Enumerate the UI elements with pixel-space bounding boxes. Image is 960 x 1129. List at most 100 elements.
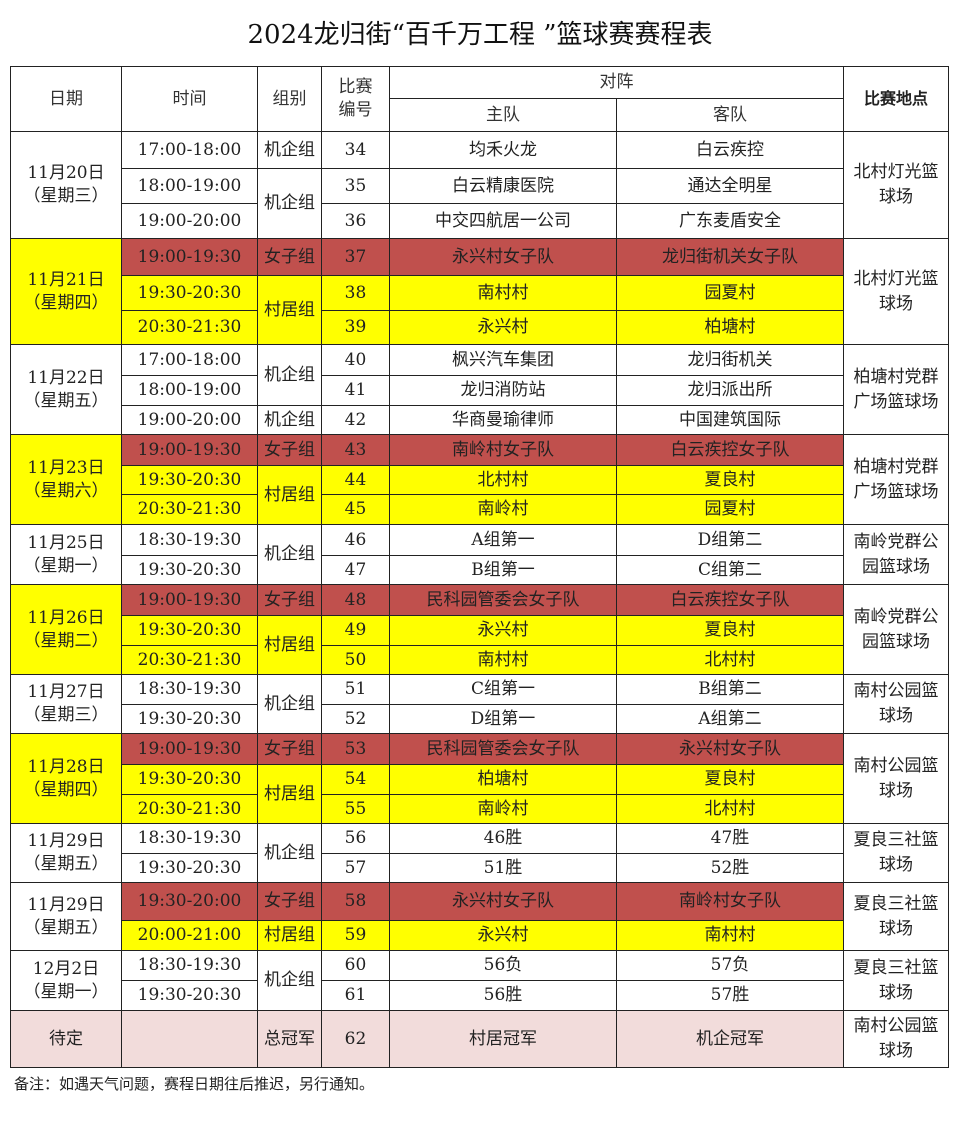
time-cell: 17:00-18:00 xyxy=(121,344,258,376)
home-team-cell: 村居冠军 xyxy=(389,1010,617,1068)
match-no-cell: 38 xyxy=(321,275,390,311)
away-team-cell: 龙归街机关女子队 xyxy=(616,238,844,276)
away-team-cell: 通达全明星 xyxy=(616,168,844,204)
match-row: 20:30-21:30 39 永兴村 柏塘村 xyxy=(11,310,949,345)
footnote: 备注：如遇天气问题，赛程日期往后推迟，另行通知。 xyxy=(14,1075,375,1093)
home-team-cell: 56胜 xyxy=(389,980,617,1011)
home-team-cell: 永兴村女子队 xyxy=(389,238,617,276)
venue-cell: 柏塘村党群广场篮球场 xyxy=(843,434,949,525)
venue-cell: 北村灯光篮球场 xyxy=(843,238,949,345)
match-row: 20:30-21:30 45 南岭村 园夏村 xyxy=(11,494,949,525)
date-cell: 11月20日 （星期三） xyxy=(10,131,122,239)
home-team-cell: D组第一 xyxy=(389,704,617,734)
date: 11月26日 xyxy=(27,607,105,628)
home-team-cell: 永兴村 xyxy=(389,310,617,345)
date: 12月2日 xyxy=(32,958,100,979)
time-cell: 19:00-19:30 xyxy=(121,238,258,276)
match-row: 19:30-20:30 村居组 38 南村村 园夏村 xyxy=(11,275,949,345)
venue-cell: 南村公园篮球场 xyxy=(843,1010,949,1068)
away-team-cell: 52胜 xyxy=(616,853,844,883)
away-team-cell: 广东麦盾安全 xyxy=(616,203,844,239)
header-match-no: 比赛编号 xyxy=(321,66,390,132)
venue-cell: 夏良三社篮球场 xyxy=(843,882,949,951)
match-row: 11月26日 （星期二） 19:00-19:30 女子组 48 民科园管委会女子队 白云疾控… xyxy=(10,584,949,675)
home-team-cell: 南岭村 xyxy=(389,494,617,525)
match-row: 11月27日 （星期三） 18:30-19:30 机企组 51 C组第一 B组第二 南村公园篮… xyxy=(10,674,949,734)
home-team-cell: 56负 xyxy=(389,950,617,981)
match-no-cell: 53 xyxy=(321,733,390,765)
home-team-cell: C组第一 xyxy=(389,674,617,705)
weekday: （星期一） xyxy=(23,555,109,576)
header-subrow: 主队 客队 xyxy=(11,98,949,132)
away-team-cell: 中国建筑国际 xyxy=(616,405,844,435)
home-team-cell: 北村村 xyxy=(389,465,617,495)
home-team-cell: B组第一 xyxy=(389,555,617,585)
header-home: 主队 xyxy=(389,98,617,132)
home-team-cell: 中交四航居一公司 xyxy=(389,203,617,239)
page-title: 2024龙归街“百千万工程 ”篮球赛赛程表 xyxy=(247,20,713,50)
header-date: 日期 xyxy=(10,66,122,132)
away-team-cell: 南岭村女子队 xyxy=(616,882,844,921)
group-cell: 女子组 xyxy=(257,733,322,765)
weekday: （星期五） xyxy=(23,917,109,938)
weekday: （星期三） xyxy=(23,705,109,725)
time-cell: 19:30-20:30 xyxy=(121,555,258,585)
time-cell: 19:30-20:30 xyxy=(121,704,258,734)
venue-cell: 南村公园篮球场 xyxy=(843,674,949,734)
match-no-cell: 40 xyxy=(321,344,390,376)
match-row: 19:30-20:30 52 D组第一 A组第二 xyxy=(11,704,949,734)
match-no-cell: 61 xyxy=(321,980,390,1011)
home-team-cell: 永兴村 xyxy=(389,615,617,646)
match-row: 11月22日 （星期五） 17:00-18:00 机企组 40 枫兴汽车集团 龙归街机关 柏塘… xyxy=(10,344,949,435)
venue-cell: 北村灯光篮球场 xyxy=(843,131,949,239)
away-team-cell: 57胜 xyxy=(616,980,844,1011)
time-cell: 19:00-20:00 xyxy=(121,203,258,239)
home-team-cell: 华商曼瑜律师 xyxy=(389,405,617,435)
home-team-cell: 龙归消防站 xyxy=(389,375,617,406)
time-cell: 19:00-19:30 xyxy=(121,584,258,616)
date-cell: 11月26日 （星期二） xyxy=(10,584,122,675)
away-team-cell: 园夏村 xyxy=(616,275,844,311)
date: 11月29日 xyxy=(27,894,105,915)
date-cell: 11月27日 （星期三） xyxy=(10,674,122,734)
group-cell: 机企组 xyxy=(257,823,322,883)
away-team-cell: A组第二 xyxy=(616,704,844,734)
away-team-cell: 北村村 xyxy=(616,645,844,675)
match-row: 11月25日 （星期一） 18:30-19:30 机企组 46 A组第一 D组第二 南岭党群公… xyxy=(10,524,949,585)
venue-cell: 南岭党群公园篮球场 xyxy=(843,524,949,585)
match-row: 19:30-20:30 57 51胜 52胜 xyxy=(11,853,949,883)
date-cell: 11月22日 （星期五） xyxy=(10,344,122,435)
group-cell: 女子组 xyxy=(257,238,322,276)
away-team-cell: 白云疾控 xyxy=(616,131,844,169)
away-team-cell: 夏良村 xyxy=(616,615,844,646)
group-cell: 机企组 xyxy=(257,524,322,585)
away-team-cell: 龙归派出所 xyxy=(616,375,844,406)
time-cell: 19:30-20:00 xyxy=(121,882,258,921)
group-cell: 女子组 xyxy=(257,434,322,466)
group-cell: 机企组 xyxy=(257,168,322,239)
date: 11月22日 xyxy=(27,367,105,388)
header-venue: 比赛地点 xyxy=(843,66,949,132)
match-no-cell: 43 xyxy=(321,434,390,466)
away-team-cell: 柏塘村 xyxy=(616,310,844,345)
match-no-cell: 57 xyxy=(321,853,390,883)
match-no-cell: 62 xyxy=(321,1010,390,1068)
match-row: 11月21日 （星期四） 19:00-19:30 女子组 37 永兴村女子队 龙归街机关女子… xyxy=(10,238,949,345)
match-no-cell: 47 xyxy=(321,555,390,585)
date-cell: 11月25日 （星期一） xyxy=(10,524,122,585)
away-team-cell: 园夏村 xyxy=(616,494,844,525)
home-team-cell: 民科园管委会女子队 xyxy=(389,733,617,765)
match-row: 待定 总冠军 62 村居冠军 机企冠军 南村公园篮球场 xyxy=(10,1010,949,1068)
match-no-cell: 56 xyxy=(321,823,390,854)
home-team-cell: 南岭村 xyxy=(389,794,617,824)
weekday: （星期四） xyxy=(23,292,109,313)
time-cell xyxy=(121,1010,258,1068)
match-row: 19:00-20:00 36 中交四航居一公司 广东麦盾安全 xyxy=(11,203,949,239)
match-no-cell: 48 xyxy=(321,584,390,616)
home-team-cell: 均禾火龙 xyxy=(389,131,617,169)
home-team-cell: 46胜 xyxy=(389,823,617,854)
date: 11月20日 xyxy=(27,163,105,184)
match-row: 11月29日 （星期五） 19:30-20:00 女子组 58 永兴村女子队 南岭村女子队夏… xyxy=(10,882,949,951)
time-cell: 18:30-19:30 xyxy=(121,950,258,981)
time-cell: 19:00-19:30 xyxy=(121,733,258,765)
